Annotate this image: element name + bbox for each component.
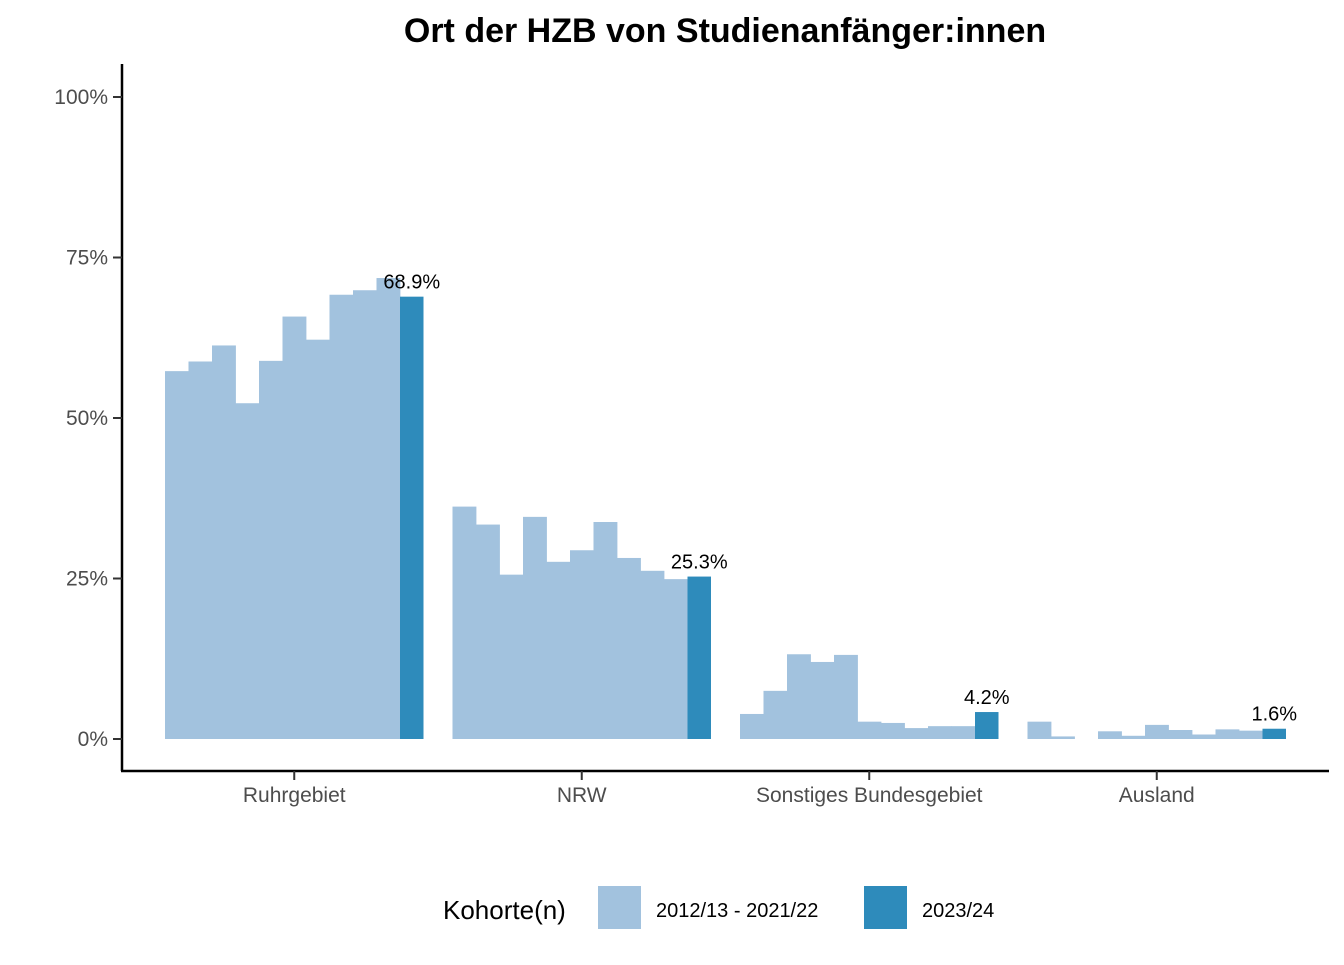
bar-history-3-4 — [1121, 735, 1146, 739]
data-label-1: 25.3% — [671, 552, 728, 574]
bar-history-1-7 — [617, 557, 641, 739]
bar-history-1-8 — [640, 570, 665, 739]
bar-history-2-6 — [881, 722, 905, 739]
legend: Kohorte(n) 2012/13 - 2021/22 2023/24 — [443, 886, 994, 929]
bar-history-0-4 — [259, 360, 283, 739]
history-bars — [165, 278, 1263, 739]
legend-label-history: 2012/13 - 2021/22 — [656, 900, 818, 922]
bar-current-0 — [400, 296, 424, 739]
bar-history-0-2 — [212, 345, 236, 739]
bar-history-0-9 — [376, 278, 401, 739]
chart-title: Ort der HZB von Studienanfänger:innen — [404, 12, 1046, 50]
bar-history-2-0 — [740, 713, 764, 739]
bar-history-1-0 — [452, 506, 477, 739]
x-axis-ticks: Ruhrgebiet NRW Sonstiges Bundesgebiet Ausla… — [243, 771, 1195, 807]
bar-history-2-9 — [951, 726, 976, 739]
bar-history-1-2 — [499, 574, 524, 739]
bar-history-3-3 — [1098, 731, 1122, 739]
bar-history-0-8 — [353, 290, 377, 739]
y-tick-label-1: 25% — [66, 568, 108, 591]
bar-history-2-5 — [857, 721, 882, 739]
bar-history-3-1 — [1051, 736, 1075, 739]
y-tick-label-4: 100% — [54, 86, 108, 109]
bar-history-1-6 — [593, 522, 618, 739]
bar-history-0-7 — [329, 294, 354, 739]
bar-history-3-9 — [1239, 730, 1263, 739]
data-label-0: 68.9% — [383, 272, 440, 294]
bar-history-3-7 — [1192, 734, 1216, 739]
legend-label-current: 2023/24 — [922, 900, 994, 922]
bar-history-2-2 — [787, 654, 811, 739]
x-tick-label-1: NRW — [557, 784, 607, 807]
bar-history-2-7 — [904, 728, 929, 739]
bar-history-2-3 — [810, 661, 835, 739]
bar-history-0-6 — [306, 339, 330, 739]
bar-history-1-3 — [523, 516, 547, 739]
bar-history-0-5 — [282, 316, 307, 739]
bar-history-1-5 — [570, 550, 594, 739]
y-tick-label-3: 75% — [66, 247, 108, 270]
bar-history-0-0 — [165, 371, 189, 739]
y-axis-ticks: 0% 25% 50% 75% 100% — [54, 86, 122, 751]
bar-history-3-0 — [1027, 721, 1052, 739]
data-labels: 68.9% 25.3% 4.2% 1.6% — [383, 272, 1297, 726]
bar-history-3-6 — [1168, 730, 1193, 739]
bar-current-2 — [975, 712, 999, 739]
bar-history-0-3 — [235, 403, 260, 739]
legend-key-current — [864, 886, 907, 929]
bar-history-1-9 — [664, 579, 688, 739]
bar-history-2-8 — [928, 726, 952, 739]
bar-history-1-4 — [546, 561, 571, 739]
bar-history-1-1 — [476, 524, 500, 739]
legend-title: Kohorte(n) — [443, 895, 566, 925]
bar-history-3-5 — [1145, 724, 1169, 739]
data-label-2: 4.2% — [964, 687, 1010, 709]
bar-current-1 — [687, 576, 711, 739]
bar-history-2-4 — [834, 654, 858, 739]
x-tick-label-2: Sonstiges Bundesgebiet — [756, 784, 983, 807]
bar-current-3 — [1262, 728, 1286, 739]
current-bars — [400, 296, 1286, 739]
bar-history-3-8 — [1215, 729, 1240, 739]
bar-history-0-1 — [188, 361, 213, 739]
x-tick-label-0: Ruhrgebiet — [243, 784, 346, 807]
y-tick-label-2: 50% — [66, 407, 108, 430]
bar-history-2-1 — [763, 690, 788, 739]
legend-key-history — [598, 886, 641, 929]
y-tick-label-0: 0% — [78, 728, 108, 751]
data-label-3: 1.6% — [1251, 704, 1297, 726]
x-tick-label-3: Ausland — [1119, 784, 1195, 807]
